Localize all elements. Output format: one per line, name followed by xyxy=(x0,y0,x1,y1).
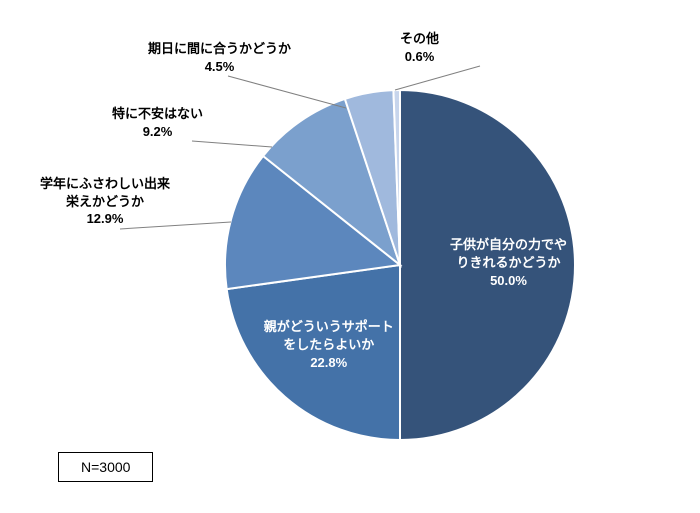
slice-label: 学年にふさわしい出来栄えかどうか12.9% xyxy=(40,175,170,228)
leader-line xyxy=(192,141,272,147)
slice-label: 特に不安はない9.2% xyxy=(112,105,203,140)
slice-label: 期日に間に合うかどうか4.5% xyxy=(148,40,291,75)
sample-size-box: N=3000 xyxy=(58,452,153,482)
leader-line xyxy=(228,76,346,108)
slice-label: その他0.6% xyxy=(400,30,439,65)
pie-chart: 子供が自分の力でやりきれるかどうか50.0%親がどういうサポートをしたらよいか2… xyxy=(0,0,700,513)
leader-line xyxy=(395,66,480,90)
pie-slice xyxy=(227,265,400,440)
